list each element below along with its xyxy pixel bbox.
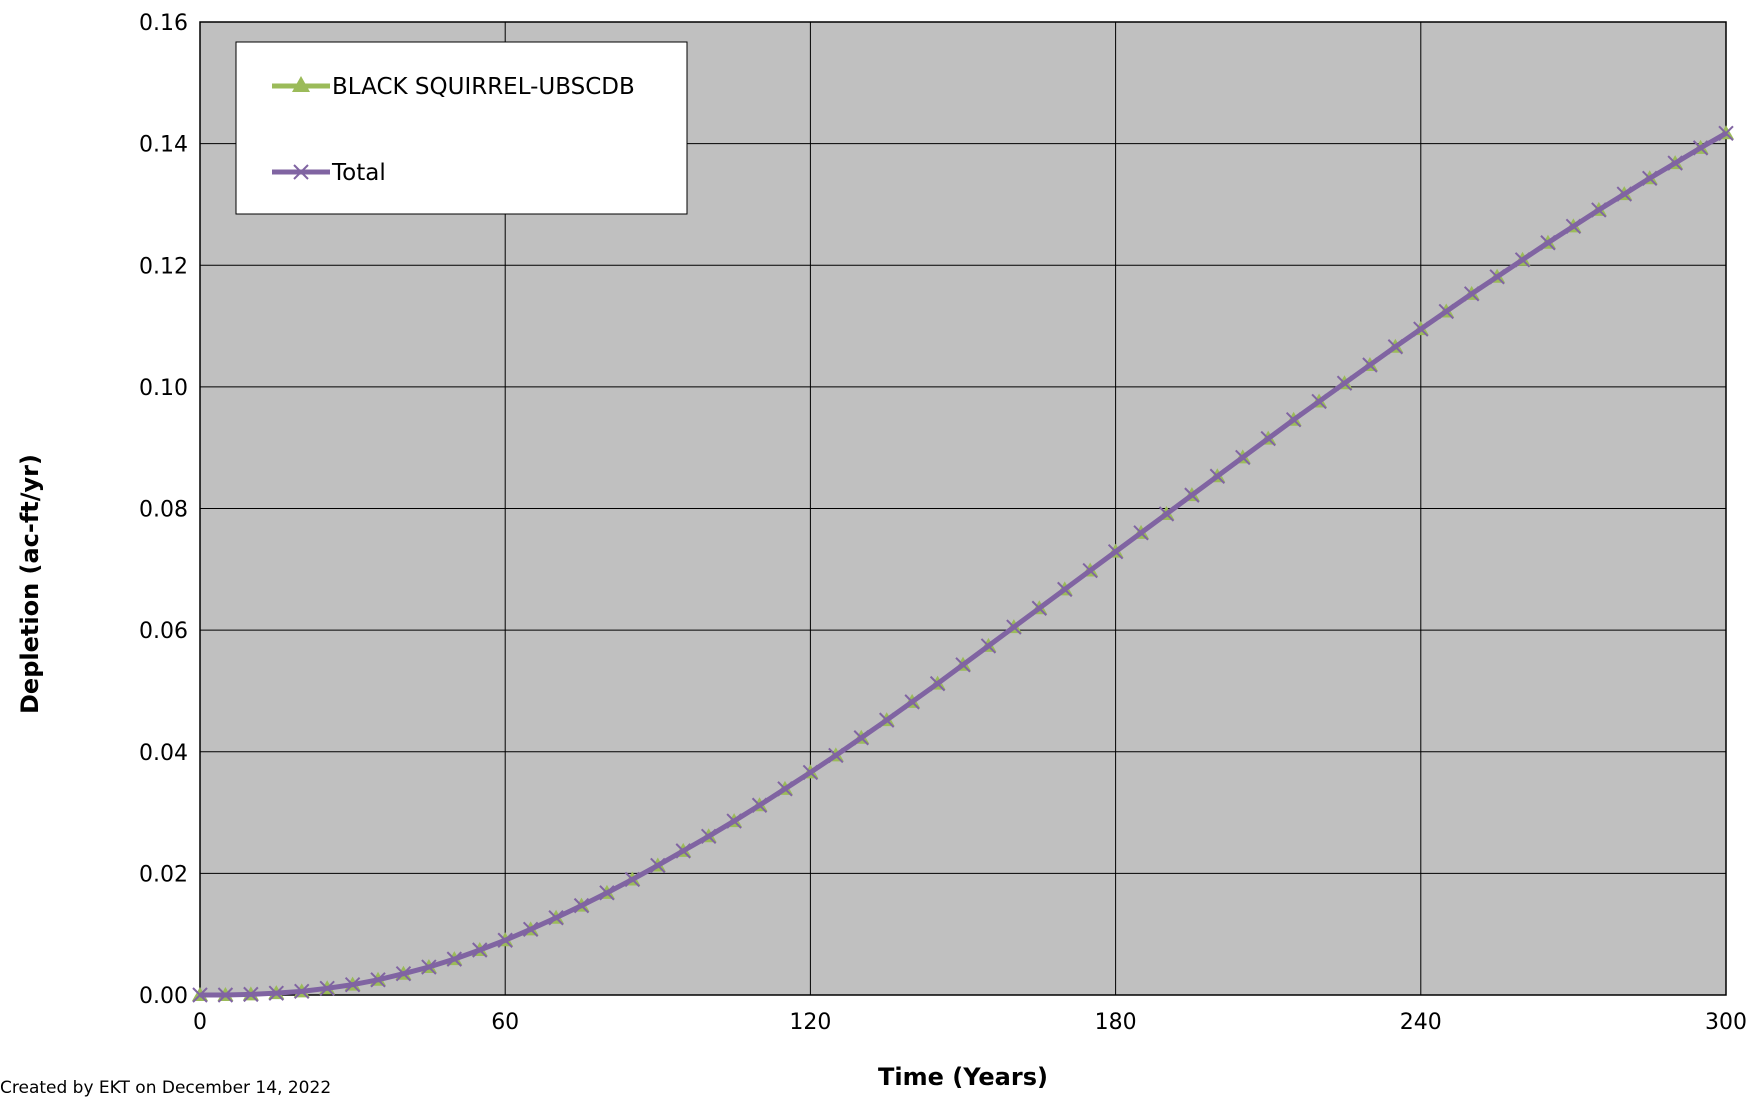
y-axis-title: Depletion (ac-ft/yr) <box>16 454 44 714</box>
x-tick-label: 240 <box>1400 1010 1442 1035</box>
data-point-x <box>1438 303 1454 320</box>
footnote: Created by EKT on December 14, 2022 <box>0 1078 332 1098</box>
y-tick-label: 0.00 <box>139 984 188 1009</box>
data-point-x <box>1489 269 1505 285</box>
x-tick-label: 0 <box>193 1010 207 1035</box>
data-point-x <box>192 987 208 1003</box>
x-tick-label: 60 <box>491 1010 519 1035</box>
data-point-x <box>1235 449 1251 466</box>
y-tick-label: 0.10 <box>139 376 188 401</box>
data-point-x <box>1514 252 1531 268</box>
data-point-x <box>599 885 615 901</box>
data-point-x <box>446 951 463 967</box>
data-point-x <box>1184 487 1200 503</box>
data-point-x <box>624 871 641 888</box>
x-tick-label: 300 <box>1705 1010 1747 1035</box>
data-point-x <box>1591 202 1607 218</box>
data-point-x <box>980 638 997 654</box>
x-tick-label: 180 <box>1095 1010 1137 1035</box>
data-point-x <box>650 857 666 874</box>
data-point-x <box>1362 357 1378 373</box>
data-point-x <box>294 983 310 1000</box>
data-point-x <box>1158 506 1175 522</box>
y-tick-label: 0.06 <box>139 619 188 644</box>
data-point-x <box>217 987 234 1003</box>
legend: BLACK SQUIRREL-UBSCDB Total <box>235 41 688 215</box>
y-tick-label: 0.08 <box>139 498 188 523</box>
data-point-x <box>522 921 539 938</box>
data-point-x <box>955 657 971 673</box>
legend-marker-triangle <box>292 76 310 92</box>
y-tick-label: 0.02 <box>139 862 188 887</box>
data-point-x <box>878 712 895 728</box>
data-point-x <box>828 747 844 764</box>
data-point-x <box>1667 155 1683 171</box>
data-point-x <box>395 966 412 982</box>
data-point-x <box>1107 543 1124 560</box>
data-point-x <box>802 764 819 781</box>
data-point-x <box>929 675 946 692</box>
data-point-x <box>421 959 437 975</box>
data-point-x <box>1057 581 1073 598</box>
data-point-x <box>548 910 564 926</box>
data-point-x <box>726 813 742 829</box>
series-1 <box>192 125 1734 1003</box>
y-tick-label: 0.04 <box>139 741 188 766</box>
data-point-x <box>1718 125 1734 141</box>
data-point-x <box>268 985 285 1001</box>
legend-box <box>235 41 688 215</box>
data-point-x <box>1463 286 1480 302</box>
y-tick-label: 0.12 <box>139 254 188 279</box>
data-point-x <box>344 976 361 993</box>
legend-item-total: Total <box>272 160 386 186</box>
data-point-x <box>1006 619 1022 635</box>
legend-marker-x <box>293 164 309 180</box>
data-point-x <box>751 797 768 813</box>
y-tick-label: 0.16 <box>139 11 188 36</box>
data-point-x <box>853 730 869 746</box>
data-point-x <box>1031 600 1048 616</box>
series-layer <box>192 125 1734 1003</box>
data-point-x <box>1260 430 1276 447</box>
legend-item-black-squirrel: BLACK SQUIRREL-UBSCDB <box>272 74 635 100</box>
data-point-x <box>700 828 717 844</box>
data-point-x <box>1565 218 1582 235</box>
data-point-x <box>243 986 259 1003</box>
data-point-x <box>1692 140 1709 156</box>
data-point-x <box>777 781 793 797</box>
data-point-x <box>1413 321 1429 337</box>
data-point-x <box>904 694 920 710</box>
tick-labels: 0.00 0.02 0.04 0.06 0.08 0.10 0.12 0.14 0.16 0 60 1… <box>139 11 1747 1035</box>
x-tick-label: 120 <box>789 1010 831 1035</box>
data-point-x <box>1311 393 1327 410</box>
data-point-x <box>319 980 335 997</box>
data-point-x <box>497 932 513 948</box>
data-point-x <box>1641 170 1658 186</box>
data-point-x <box>1387 339 1404 355</box>
data-point-x <box>1209 468 1226 484</box>
data-point-x <box>1540 235 1556 251</box>
data-point-x <box>1616 186 1632 202</box>
y-tick-label: 0.14 <box>139 133 188 158</box>
data-point-x <box>675 843 691 859</box>
data-point-x <box>370 972 386 988</box>
legend-label-black-squirrel: BLACK SQUIRREL-UBSCDB <box>332 74 635 100</box>
data-point-x <box>1336 375 1353 391</box>
x-axis-title: Time (Years) <box>878 1063 1048 1091</box>
data-point-x <box>1133 525 1149 541</box>
data-point-x <box>472 942 488 958</box>
legend-label-total: Total <box>331 160 386 186</box>
plot-border <box>199 21 1727 996</box>
data-point-x <box>1082 562 1098 579</box>
data-point-x <box>1285 412 1302 428</box>
data-point-x <box>573 897 590 914</box>
